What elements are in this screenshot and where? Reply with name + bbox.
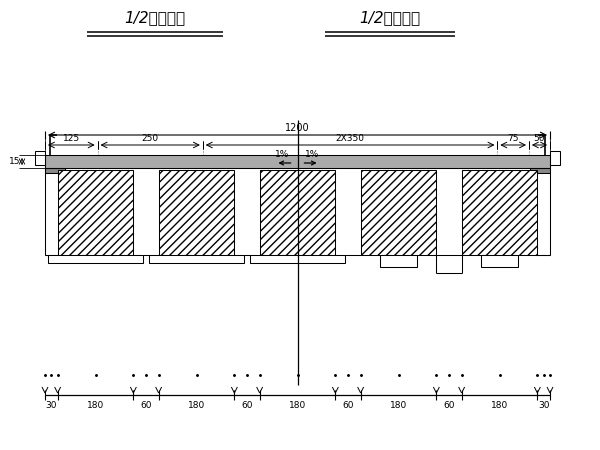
- Text: 1%: 1%: [275, 150, 290, 159]
- Text: 30: 30: [538, 401, 550, 410]
- Text: 60: 60: [241, 401, 253, 410]
- Bar: [550, 151, 560, 165]
- Bar: [250, 255, 346, 263]
- Text: 1/2支点截面: 1/2支点截面: [124, 10, 185, 26]
- Text: 180: 180: [188, 401, 205, 410]
- Text: 180: 180: [491, 401, 508, 410]
- Text: 60: 60: [140, 401, 152, 410]
- Bar: [47, 255, 143, 263]
- Text: 50: 50: [534, 134, 545, 143]
- Text: 75: 75: [508, 134, 519, 143]
- Text: 15: 15: [8, 157, 20, 166]
- Text: 180: 180: [390, 401, 407, 410]
- Bar: [481, 255, 518, 267]
- Text: 250: 250: [142, 134, 159, 143]
- Bar: [35, 151, 45, 165]
- Text: 2X350: 2X350: [335, 134, 365, 143]
- Text: 1%: 1%: [305, 150, 320, 159]
- Text: 30: 30: [46, 401, 57, 410]
- Bar: [260, 170, 335, 255]
- Bar: [58, 170, 133, 255]
- Text: 180: 180: [289, 401, 306, 410]
- Text: 1/2跨中截面: 1/2跨中截面: [359, 10, 421, 26]
- Text: 180: 180: [87, 401, 104, 410]
- Bar: [45, 155, 550, 168]
- Text: 60: 60: [443, 401, 455, 410]
- Bar: [380, 255, 418, 267]
- Bar: [45, 168, 65, 173]
- Bar: [461, 170, 538, 255]
- Bar: [158, 170, 235, 255]
- Bar: [530, 168, 550, 173]
- Text: 60: 60: [342, 401, 354, 410]
- Text: 1200: 1200: [285, 123, 310, 133]
- Bar: [149, 255, 244, 263]
- Bar: [361, 170, 436, 255]
- Bar: [45, 155, 550, 168]
- Text: 125: 125: [63, 134, 80, 143]
